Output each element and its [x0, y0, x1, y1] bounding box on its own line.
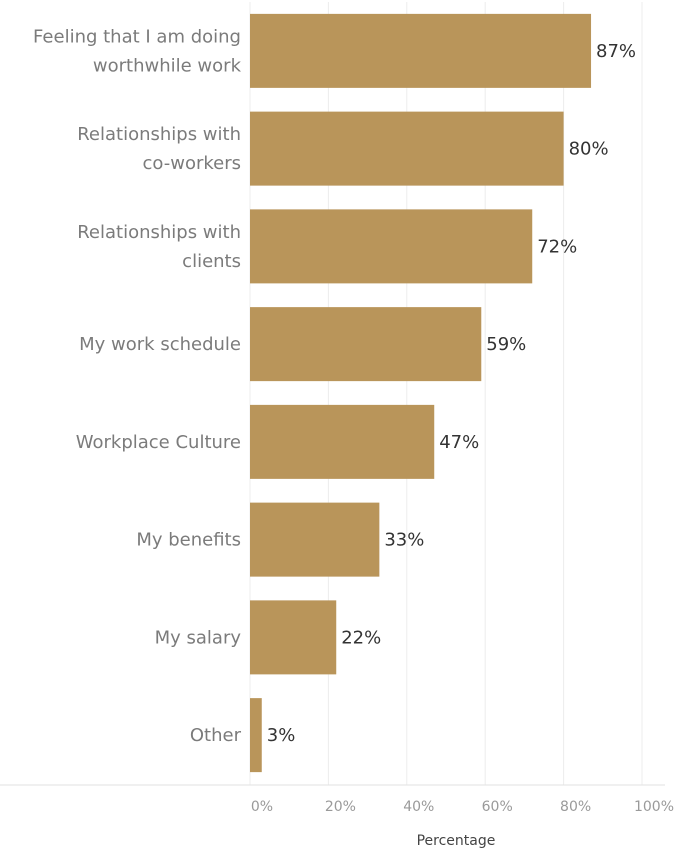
- value-label: 3%: [267, 725, 296, 746]
- category-label: worthwhile work: [93, 55, 242, 76]
- category-label: Workplace Culture: [76, 432, 241, 453]
- category-label: My salary: [155, 627, 242, 648]
- x-tick-label: 60%: [482, 799, 513, 815]
- value-label: 22%: [341, 627, 381, 648]
- category-label: clients: [182, 251, 241, 272]
- category-labels: Feeling that I am doing worthwhile work Re…: [33, 26, 242, 746]
- bar: [250, 404, 435, 479]
- value-labels: 87% 80% 72% 59% 47% 33% 22% 3%: [267, 41, 636, 746]
- x-tick-label: 100%: [634, 799, 674, 815]
- x-tick-labels: 0% 20% 40% 60% 80% 100%: [251, 799, 674, 815]
- value-label: 47%: [439, 432, 479, 453]
- x-axis-title: Percentage: [417, 833, 496, 849]
- bar: [250, 502, 380, 577]
- category-label: Relationships with: [77, 124, 241, 145]
- value-label: 59%: [486, 334, 526, 355]
- x-tick-label: 80%: [560, 799, 591, 815]
- bars: [250, 13, 592, 773]
- category-label: co-workers: [142, 153, 241, 174]
- category-label: Other: [190, 725, 242, 746]
- value-label: 87%: [596, 41, 636, 62]
- bar: [250, 698, 262, 773]
- bar: [250, 209, 533, 284]
- category-label: My benefits: [136, 530, 241, 551]
- category-label: Feeling that I am doing: [33, 26, 241, 47]
- value-label: 80%: [569, 139, 609, 160]
- x-tick-label: 40%: [403, 799, 434, 815]
- category-label: Relationships with: [77, 222, 241, 243]
- bar: [250, 111, 564, 186]
- bar: [250, 13, 592, 88]
- bar: [250, 600, 337, 675]
- value-label: 33%: [384, 530, 424, 551]
- category-label: My work schedule: [79, 334, 241, 355]
- value-label: 72%: [537, 236, 577, 257]
- x-tick-label: 20%: [325, 799, 356, 815]
- bar: [250, 307, 482, 382]
- x-tick-label: 0%: [251, 799, 273, 815]
